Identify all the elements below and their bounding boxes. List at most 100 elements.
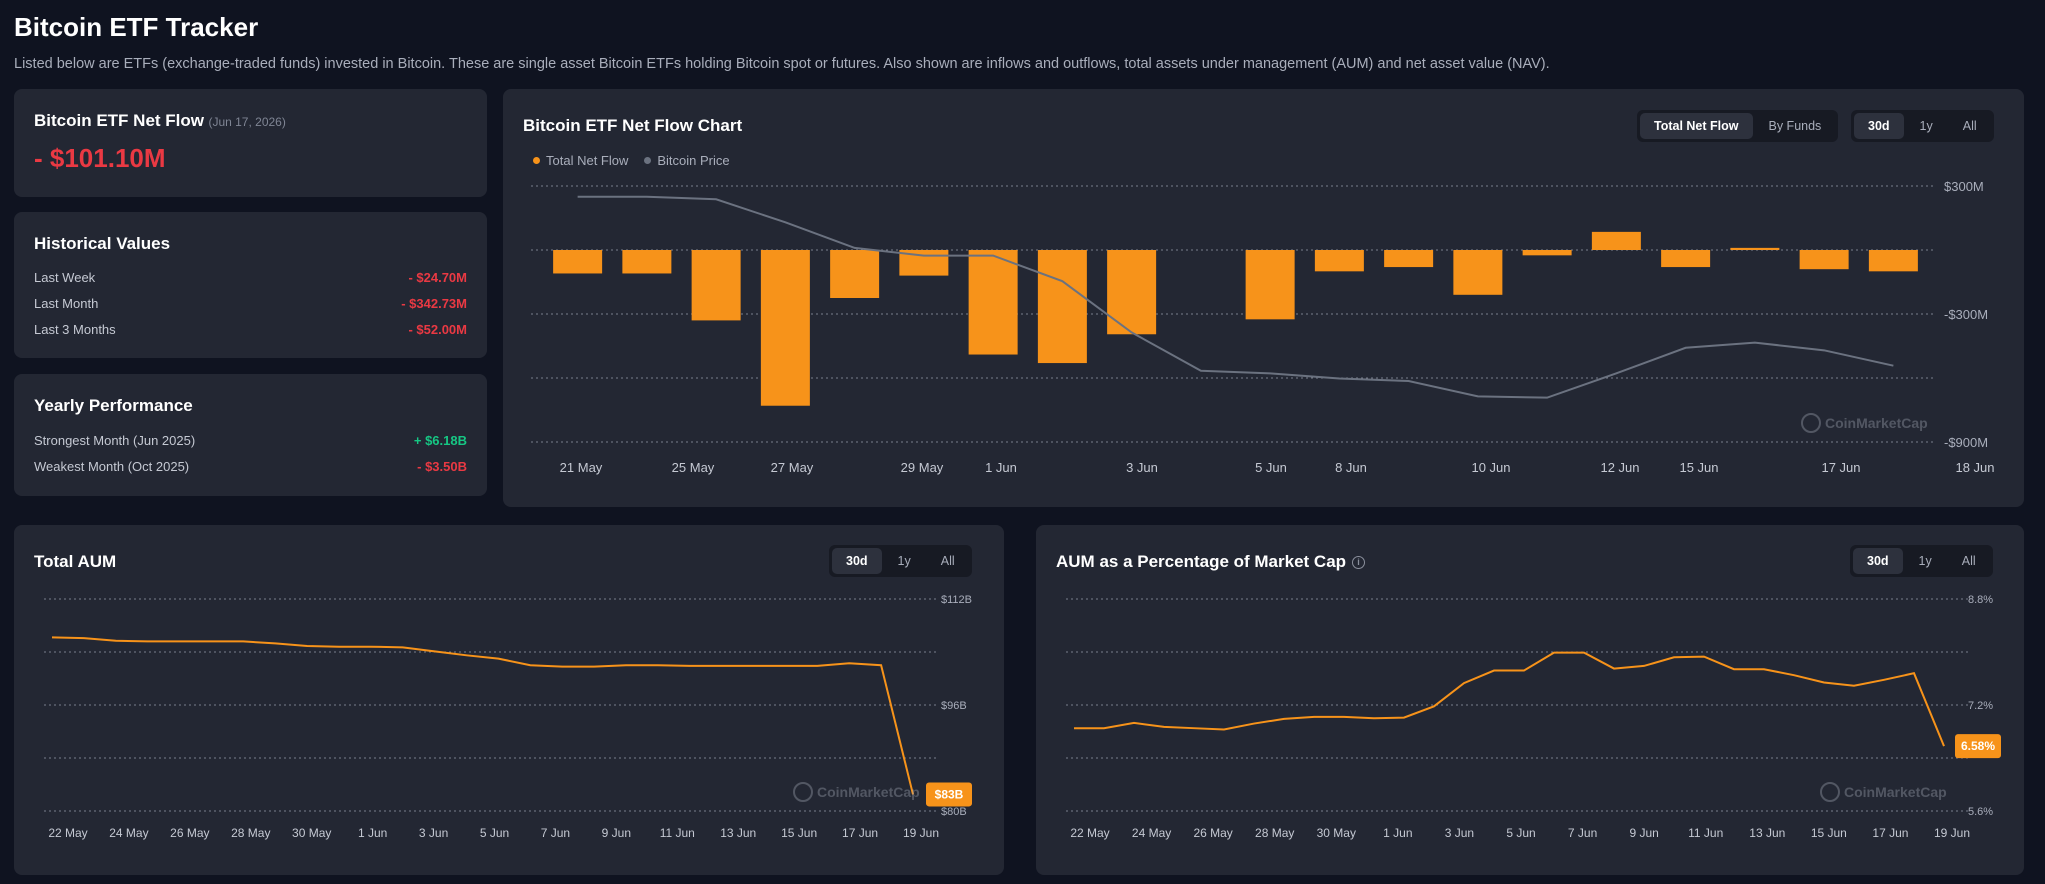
x-tick-label: 8 Jun [1335,460,1367,475]
range-all[interactable]: All [1961,554,1976,568]
yearly-title: Yearly Performance [34,396,193,415]
range-30d[interactable]: 30d [1853,548,1903,574]
net-flow-date: (Jun 17, 2026) [208,115,286,129]
flow-bar [1245,250,1295,320]
flow-bar [1799,250,1849,270]
legend-flow-label[interactable]: Total Net Flow [546,153,629,168]
net-flow-card: Bitcoin ETF Net Flow (Jun 17, 2026) - $1… [14,89,487,197]
historical-row-label: Last Week [34,270,96,285]
flow-bar [830,250,880,298]
yearly-row-label: Weakest Month [34,459,125,474]
pct-range-toggle: 30d 1y All [1850,545,1993,577]
flow-bar [1037,250,1087,364]
y-tick-label: 5.6% [1968,806,1993,818]
range-30d[interactable]: 30d [1854,113,1904,139]
x-tick-label: 18 Jun [1955,460,1994,475]
x-tick-label: 3 Jun [419,826,448,840]
flow-bar [1384,250,1434,268]
x-tick-label: 24 May [109,826,148,840]
x-tick-label: 3 Jun [1126,460,1158,475]
historical-row: Last Week - $24.70M [34,270,467,285]
flow-bar [553,250,603,274]
flow-bar [691,250,741,321]
tab-by-funds[interactable]: By Funds [1768,119,1822,133]
x-tick-label: 25 May [672,460,715,475]
info-icon[interactable]: i [1352,555,1366,569]
range-1y[interactable]: 1y [897,554,911,568]
x-tick-label: 11 Jun [1688,826,1723,840]
x-tick-label: 1 Jun [358,826,387,840]
current-value-label: 6.58% [1961,739,1995,753]
x-tick-label: 30 May [292,826,331,840]
flow-bar [1868,250,1918,272]
x-tick-label: 17 Jun [842,826,878,840]
flow-bar [1730,247,1780,250]
range-1y[interactable]: 1y [1919,119,1933,133]
current-value-badge-bg [1955,734,2001,759]
historical-row: Last 3 Months - $52.00M [34,322,467,337]
pct-title: AUM as a Percentage of Market Cap [1056,552,1347,571]
x-tick-label: 10 Jun [1471,460,1510,475]
historical-row: Last Month - $342.73M [34,296,467,311]
range-1y[interactable]: 1y [1918,554,1932,568]
x-tick-label: 26 May [1193,826,1232,840]
x-tick-label: 17 Jun [1821,460,1860,475]
y-tick-label: $80B [941,806,967,818]
range-all[interactable]: All [940,554,955,568]
total-aum-card: Total AUM 30d 1y All $112B $96B $80B 22 May… [14,525,1004,875]
coinmarketcap-logo-icon [1801,413,1821,433]
pct-heading: AUM as a Percentage of Market Cap i [1056,552,1366,572]
current-value-badge: 6.58% [1955,734,2001,759]
flow-bar [622,250,672,274]
y-tick-label: -$300M [1944,307,1988,322]
series-line [1074,651,1945,747]
x-tick-label: 15 Jun [1811,826,1847,840]
net-flow-label: Bitcoin ETF Net Flow [34,111,204,130]
yearly-row-value: - $3.50B [417,459,467,474]
x-tick-label: 9 Jun [1629,826,1658,840]
x-tick-label: 1 Jun [1383,826,1412,840]
legend-price-label[interactable]: Bitcoin Price [657,153,730,168]
series-line [51,636,914,795]
tab-total-net-flow[interactable]: Total Net Flow [1640,113,1753,139]
x-tick-label: 5 Jun [1255,460,1287,475]
y-tick-label: $300M [1944,179,1984,194]
x-tick-label: 22 May [1070,826,1109,840]
x-tick-label: 15 Jun [1679,460,1718,475]
historical-values-card: Historical Values Last Week - $24.70M La… [14,212,487,358]
pct-chart-svg: 8.8% 7.2% 5.6% 22 May 24 May 26 May 28 May 30 M… [1066,594,2001,840]
x-tick-label: 7 Jun [1568,826,1597,840]
x-tick-label: 29 May [901,460,944,475]
page-title: Bitcoin ETF Tracker [14,12,259,42]
historical-row-value: - $342.73M [401,296,467,311]
flow-bar [1661,250,1711,268]
watermark-text: CoinMarketCap [1825,415,1928,431]
current-value-label: $83B [935,787,964,801]
x-tick-label: 15 Jun [781,826,817,840]
flow-legend: Total Net Flow Bitcoin Price [533,153,730,168]
historical-row-value: - $52.00M [408,322,467,337]
y-tick-label: 8.8% [1968,594,1993,606]
x-tick-label: 28 May [231,826,270,840]
coinmarketcap-logo-icon [793,782,813,802]
historical-row-value: - $24.70M [408,270,467,285]
x-tick-label: 11 Jun [660,826,695,840]
legend-flow-dot [533,157,540,164]
aum-percentage-card: AUM as a Percentage of Market Cap i 30d … [1036,525,2024,875]
legend-price-dot [644,157,652,164]
y-tick-label: -$900M [1944,435,1988,450]
coinmarketcap-watermark: CoinMarketCap [793,782,920,802]
flow-bar [760,250,810,406]
aum-chart-svg: $112B $96B $80B 22 May 24 May 26 May 28 May 30 … [44,594,972,840]
x-tick-label: 5 Jun [1506,826,1535,840]
flow-chart-svg: $300M -$300M -$900M 21 May 25 May 27 May 29 Ma… [531,179,1995,475]
yearly-row-period: (Jun 2025) [133,433,196,448]
range-30d[interactable]: 30d [832,548,882,574]
range-all[interactable]: All [1962,119,1977,133]
x-tick-label: 13 Jun [720,826,756,840]
x-tick-label: 19 Jun [1934,826,1970,840]
watermark-text: CoinMarketCap [817,784,920,800]
coinmarketcap-logo-icon [1820,782,1840,802]
x-tick-label: 17 Jun [1872,826,1908,840]
yearly-performance-card: Yearly Performance Strongest Month (Jun … [14,374,487,496]
